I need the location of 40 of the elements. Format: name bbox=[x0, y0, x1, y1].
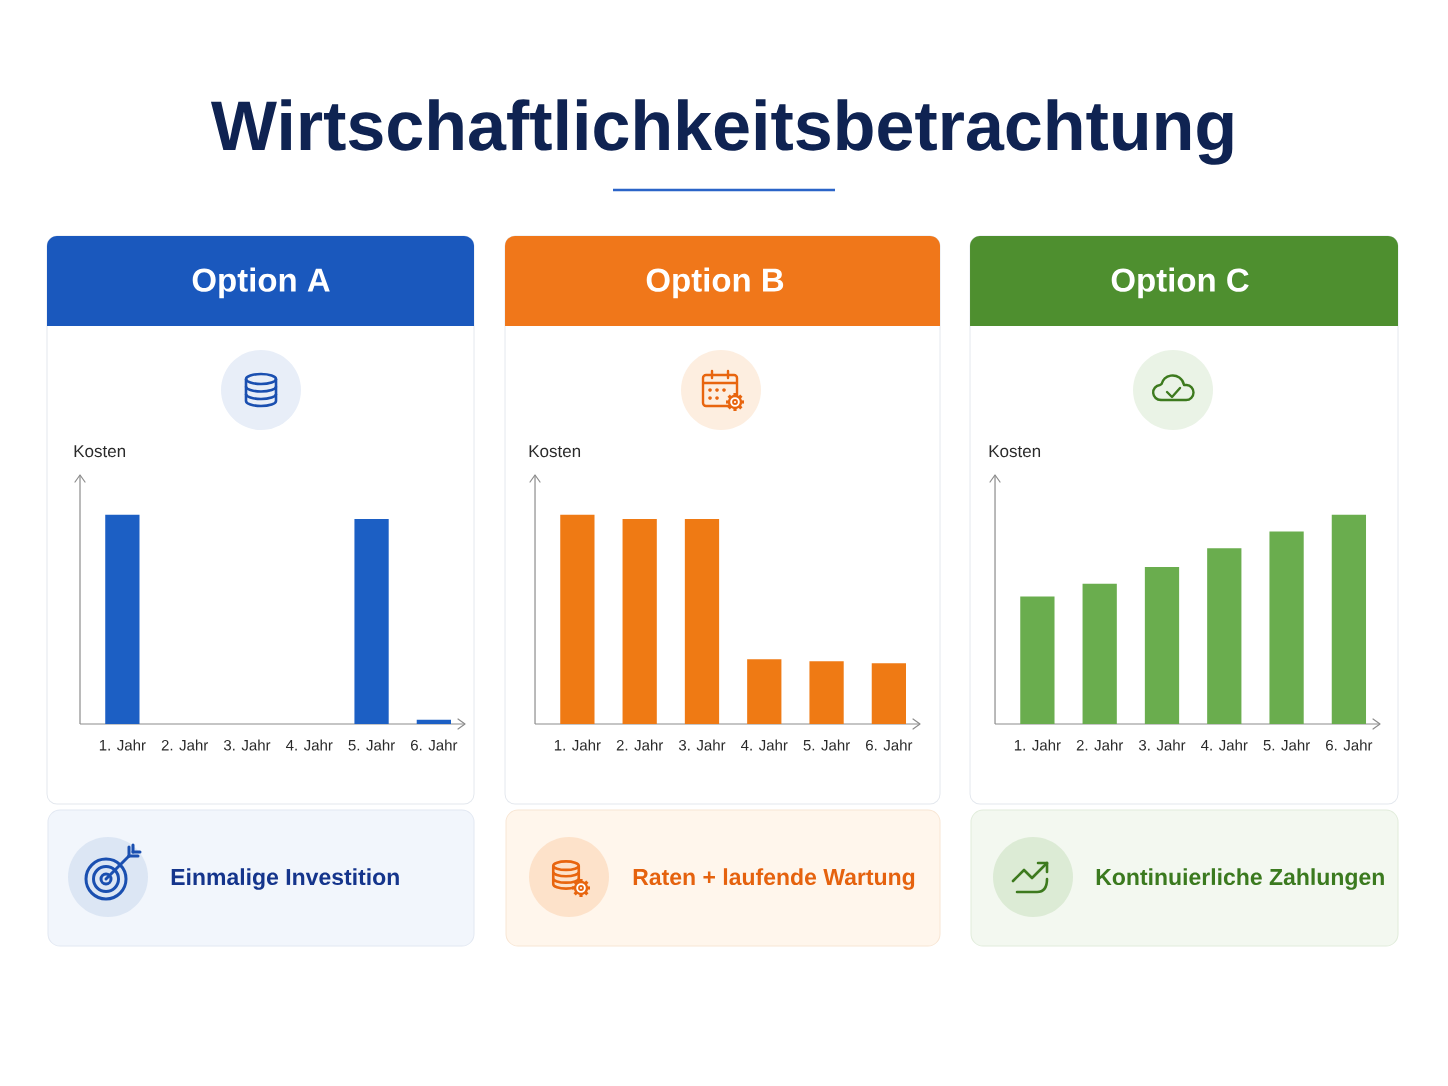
bar bbox=[809, 661, 844, 724]
x-tick-label: 5. Jahr bbox=[348, 739, 395, 751]
bar bbox=[560, 514, 595, 724]
bar bbox=[871, 663, 907, 724]
bar bbox=[1207, 548, 1242, 724]
x-tick-label: 3. Jahr bbox=[1138, 739, 1186, 751]
x-tick-label: 6. Jahr bbox=[866, 739, 913, 751]
x-tick-label: 2. Jahr bbox=[616, 739, 664, 751]
x-tick-label: 3. Jahr bbox=[678, 739, 726, 751]
x-tick-label: 6. Jahr bbox=[1326, 739, 1373, 751]
bar bbox=[1020, 596, 1055, 724]
chart-title: Option A bbox=[192, 267, 330, 299]
x-tick-label: 4. Jahr bbox=[741, 739, 788, 751]
x-tick-label: 5. Jahr bbox=[803, 739, 850, 751]
x-tick-label: 1. Jahr bbox=[1014, 739, 1061, 751]
x-tick-label: 4. Jahr bbox=[285, 739, 333, 751]
bar bbox=[684, 519, 720, 724]
x-tick-label: 3. Jahr bbox=[223, 739, 271, 751]
x-tick-label: 6. Jahr bbox=[411, 739, 458, 751]
bar bbox=[622, 519, 657, 724]
bar bbox=[1144, 567, 1180, 724]
text: Kontinuierliche Zahlungen bbox=[1096, 868, 1384, 890]
x-tick-label: 2. Jahr bbox=[1076, 739, 1124, 751]
x-tick-label: 1. Jahr bbox=[99, 739, 146, 751]
chart-title: Option C bbox=[1111, 267, 1249, 299]
chart-title: Option B bbox=[646, 267, 784, 299]
bar bbox=[1269, 531, 1304, 724]
x-tick-label: 2. Jahr bbox=[161, 739, 209, 751]
y-axis-title: Kosten bbox=[989, 445, 1041, 458]
text: Wirtschaftlichkeitsbetrachtung bbox=[210, 99, 1233, 165]
bar bbox=[1082, 583, 1117, 724]
x-tick-label: 4. Jahr bbox=[1201, 739, 1248, 751]
bar bbox=[747, 659, 782, 724]
x-tick-label: 1. Jahr bbox=[554, 739, 601, 751]
bar bbox=[1331, 514, 1367, 724]
text: Einmalige Investition bbox=[171, 868, 399, 890]
y-axis-title: Kosten bbox=[529, 445, 581, 458]
text: Raten + laufende Wartung bbox=[633, 868, 915, 890]
y-axis-title: Kosten bbox=[74, 445, 126, 458]
x-tick-label: 5. Jahr bbox=[1263, 739, 1310, 751]
